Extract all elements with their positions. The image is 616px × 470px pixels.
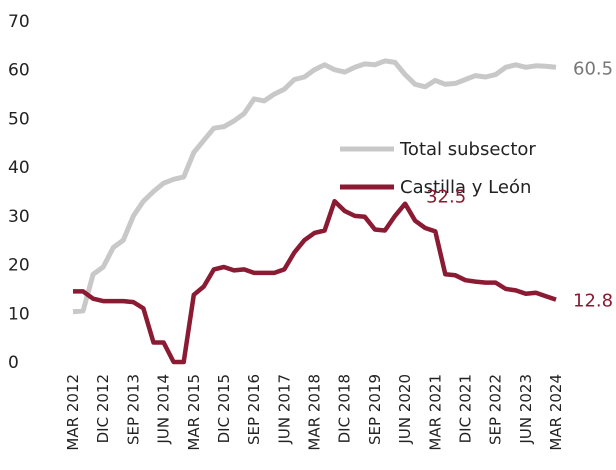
x-tick-label: DIC 2018	[336, 374, 354, 443]
x-tick-label: SEP 2019	[366, 374, 384, 445]
legend-label: Castilla y León	[400, 177, 531, 198]
x-tick-label: JUN 2017	[275, 374, 293, 445]
series-layer	[72, 58, 557, 365]
x-tick-label: SEP 2013	[124, 374, 142, 445]
x-tick-label: DIC 2012	[94, 374, 112, 443]
y-axis-ticks: 0 10 20 30 40 50 60 70	[8, 12, 30, 373]
y-tick-label: 40	[8, 158, 30, 178]
y-tick-label: 20	[8, 256, 30, 276]
x-tick-label: DIC 2021	[456, 374, 474, 443]
x-tick-label: MAR 2024	[547, 374, 565, 451]
peak-value-label: 32.5	[426, 187, 466, 208]
x-tick-label: MAR 2015	[185, 374, 203, 451]
x-tick-label: SEP 2016	[245, 374, 263, 445]
y-tick-label: 30	[8, 207, 30, 227]
x-axis-ticks: MAR 2012 DIC 2012 SEP 2013 JUN 2014 MAR 2015…	[64, 374, 565, 451]
data-labels: 60.5 12.8 32.5	[426, 58, 613, 311]
x-tick-label: JUN 2014	[155, 374, 173, 445]
y-tick-label: 10	[8, 304, 30, 324]
x-tick-label: SEP 2022	[487, 374, 505, 445]
legend-label: Total subsector	[399, 139, 536, 160]
x-tick-label: JUN 2023	[517, 374, 535, 445]
end-value-label: 60.5	[573, 58, 613, 79]
y-tick-label: 50	[8, 109, 30, 129]
x-tick-label: MAR 2018	[306, 374, 324, 451]
y-tick-label: 0	[8, 353, 19, 373]
legend: Total subsector Castilla y León	[340, 139, 536, 198]
x-tick-label: JUN 2020	[396, 374, 414, 445]
series-line-castilla-y-leon	[73, 198, 557, 365]
series-line-total-subsector	[72, 58, 557, 315]
x-tick-label: DIC 2015	[215, 374, 233, 443]
y-tick-label: 60	[8, 61, 30, 81]
end-value-label: 12.8	[573, 291, 613, 312]
y-tick-label: 70	[8, 12, 30, 32]
x-tick-label: MAR 2012	[64, 374, 82, 451]
x-tick-label: MAR 2021	[426, 374, 444, 451]
